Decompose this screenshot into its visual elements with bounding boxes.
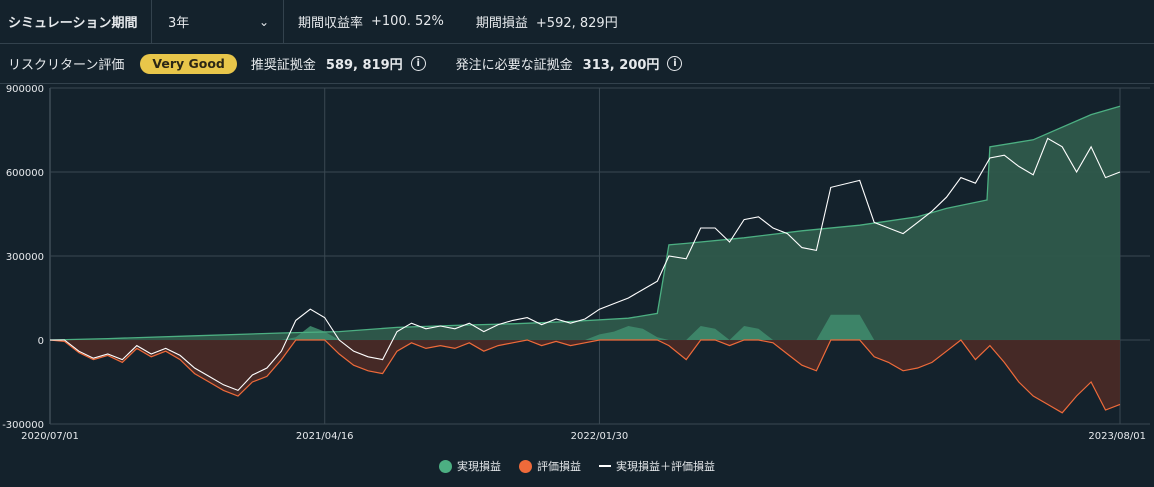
y-tick-label: 300000 [6, 252, 44, 263]
chart-areas [50, 106, 1120, 413]
required-margin-label: 発注に必要な証拠金 [455, 58, 573, 73]
period-pnl-value: +592, 829円 [535, 16, 618, 31]
recommended-margin-value: 589, 819円 [325, 58, 403, 73]
sim-period-value: 3年 [168, 16, 190, 31]
realized-area [50, 106, 1120, 340]
chart-legend: 実現損益 評価損益 実現損益＋評価損益 [0, 458, 1154, 474]
legend-item-total[interactable]: 実現損益＋評価損益 [599, 458, 715, 474]
x-tick-label: 2021/04/16 [296, 431, 354, 442]
legend-swatch [599, 465, 611, 467]
sim-period-label: シミュレーション期間 [0, 0, 152, 44]
info-icon[interactable]: i [667, 56, 683, 71]
return-rate-value: +100. 52% [371, 14, 444, 29]
sim-period-select[interactable]: 3年 ⌄ [152, 0, 284, 44]
info-icon[interactable]: i [410, 56, 426, 71]
recommended-margin-label: 推奨証拠金 [250, 58, 316, 73]
legend-swatch [519, 459, 532, 473]
y-tick-label: 900000 [6, 84, 44, 95]
risk-label: リスクリターン評価 [8, 58, 125, 73]
unrealized-line [49, 339, 1121, 414]
realized-line [49, 105, 1121, 341]
period-pnl-label: 期間損益 [475, 16, 528, 31]
legend-item-unrealized[interactable]: 評価損益 [519, 458, 581, 474]
chevron-down-icon: ⌄ [258, 14, 269, 29]
legend-item-realized[interactable]: 実現損益 [439, 458, 501, 474]
legend-label: 実現損益＋評価損益 [616, 460, 715, 473]
return-rate: 期間収益率 +100. 52% [298, 12, 444, 31]
y-axis-ticks: 900000 600000 300000 0 -300000 [2, 84, 44, 431]
y-tick-label: 0 [38, 336, 44, 347]
chart-lines [49, 105, 1121, 414]
header-row: シミュレーション期間 3年 ⌄ 期間収益率 +100. 52% 期間損益 +59… [0, 0, 1154, 44]
legend-label: 評価損益 [537, 460, 581, 473]
risk-badge: Very Good [140, 53, 237, 74]
period-pnl: 期間損益 +592, 829円 [476, 12, 618, 31]
return-rate-label: 期間収益率 [298, 16, 364, 31]
y-tick-label: -300000 [2, 420, 44, 431]
x-axis-ticks: 2020/07/01 2021/04/16 2022/01/30 2023/08/01 [21, 431, 1146, 442]
required-margin-value: 313, 200円 [582, 58, 660, 73]
x-tick-label: 2020/07/01 [21, 431, 79, 442]
x-tick-label: 2023/08/01 [1088, 431, 1146, 442]
unrealized-positive-area [50, 314, 1120, 340]
total-line [50, 137, 1121, 392]
x-tick-label: 2022/01/30 [571, 431, 629, 442]
risk-row: リスクリターン評価 Very Good 推奨証拠金 589, 819円 i 発注… [0, 44, 1154, 84]
legend-label: 実現損益 [457, 460, 501, 473]
y-tick-label: 600000 [6, 168, 44, 179]
unrealized-negative-area [50, 340, 1120, 413]
legend-swatch [439, 459, 452, 473]
